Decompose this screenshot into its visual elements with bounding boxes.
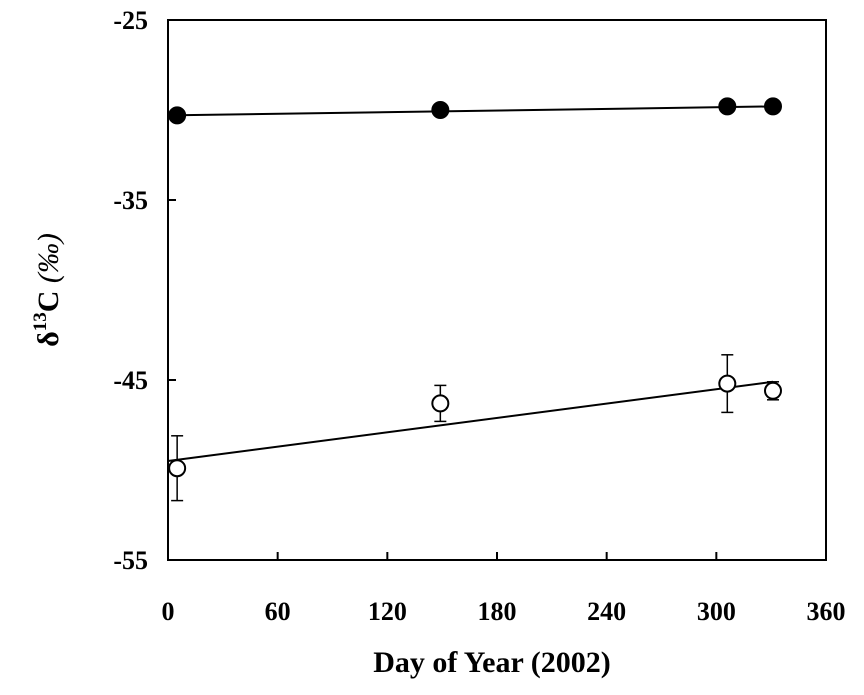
axis-ticks (167, 19, 827, 561)
trend-line-series-2 (167, 380, 774, 462)
filled-data-point (763, 97, 782, 116)
y-axis-label: δ13C (‰) (30, 233, 65, 347)
data-points (168, 97, 782, 478)
y-tick-labels: -25 -35 -45 -55 (113, 6, 148, 575)
y-tick-label: -35 (113, 186, 148, 215)
x-tick-label: 180 (478, 597, 517, 626)
x-tick-label: 300 (697, 597, 736, 626)
open-data-point (718, 374, 737, 393)
x-tick-label: 240 (587, 597, 626, 626)
filled-data-point (718, 97, 737, 116)
y-tick-label: -45 (113, 366, 148, 395)
y-label-main: C (32, 291, 65, 313)
y-label-unit: (‰) (32, 233, 65, 283)
filled-data-point (168, 106, 187, 125)
trend-line-series-1 (167, 105, 774, 117)
open-data-point (431, 394, 450, 413)
error-bars (171, 354, 779, 502)
y-label-delta: δ (32, 331, 65, 347)
y-tick-label: -55 (113, 546, 148, 575)
filled-data-point (431, 101, 450, 119)
open-data-point (763, 381, 782, 400)
x-tick-label: 60 (265, 597, 291, 626)
x-axis-label: Day of Year (2002) (373, 646, 610, 679)
trend-lines (167, 105, 774, 462)
x-tick-label: 360 (807, 597, 846, 626)
y-tick-label: -25 (113, 6, 148, 35)
x-tick-label: 0 (162, 597, 175, 626)
x-tick-labels: 0 60 120 180 240 300 360 (162, 597, 846, 626)
y-label-superscript: 13 (30, 312, 51, 331)
x-tick-label: 120 (368, 597, 407, 626)
open-data-point (168, 459, 187, 478)
